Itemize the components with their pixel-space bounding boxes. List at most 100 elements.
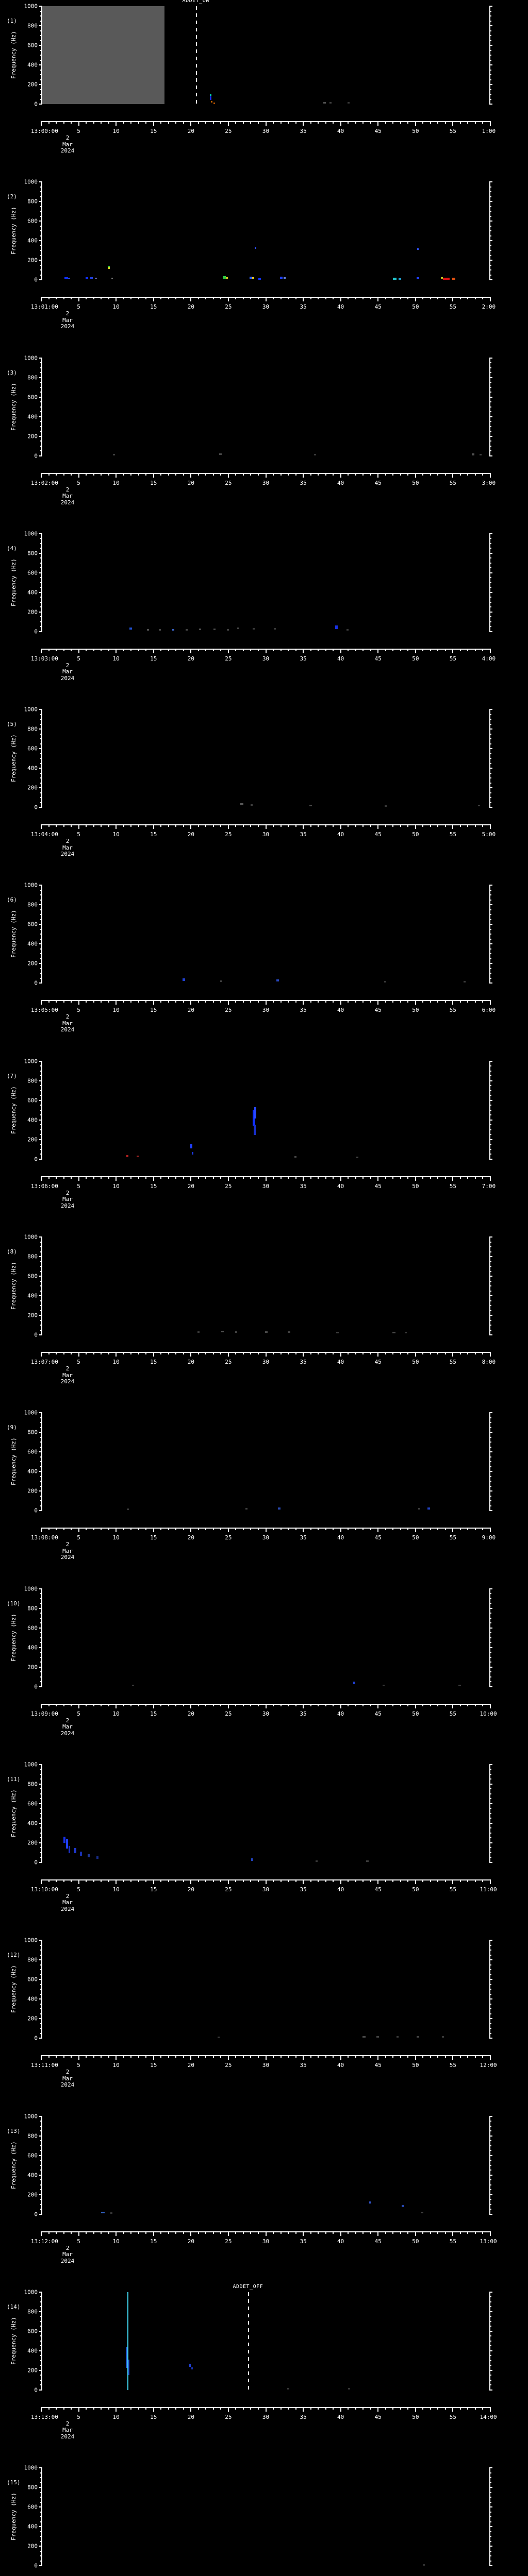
y-tick-right: [489, 2511, 491, 2513]
y-tick: [39, 2546, 42, 2547]
x-tick: [430, 1000, 431, 1003]
no-data-mask: [42, 6, 164, 104]
y-tick: [39, 2155, 42, 2156]
y-tick-right: [489, 934, 491, 935]
y-tick-right: [489, 1471, 492, 1472]
x-tick: [273, 297, 274, 300]
y-axis-title: Frequency (Hz): [10, 31, 17, 79]
x-tick: [422, 1703, 424, 1706]
y-tick-right: [489, 186, 491, 188]
x-tick: [459, 2055, 461, 2058]
y-tick-right: [489, 362, 491, 364]
panel-ordinal-label: (8): [7, 1248, 17, 1256]
x-tick: [422, 2231, 424, 2234]
x-tick: [437, 2231, 439, 2234]
x-tick-label: 15: [150, 1182, 157, 1190]
y-tick-right: [489, 1266, 491, 1267]
x-tick: [288, 1879, 289, 1882]
x-tick: [280, 1879, 282, 1882]
x-tick: [63, 472, 64, 476]
y-tick: [40, 1954, 42, 1956]
y-tick-right: [489, 30, 491, 31]
x-tick: [392, 1879, 394, 1882]
x-tick: [474, 2055, 476, 2058]
y-tick-right: [489, 1940, 492, 1941]
y-tick-right: [489, 2125, 491, 2127]
x-tick: [86, 1528, 87, 1531]
y-tick-right: [489, 1954, 491, 1956]
x-tick: [444, 297, 446, 300]
x-tick-label: 40: [337, 2062, 344, 2069]
x-axis: [41, 2231, 491, 2236]
spectral-speck: [191, 2367, 193, 2370]
y-tick: [39, 1060, 42, 1062]
x-tick: [265, 648, 267, 653]
y-tick-right: [489, 89, 491, 90]
y-tick: [39, 1998, 42, 2000]
y-tick: [40, 1788, 42, 1790]
x-tick: [145, 2055, 147, 2058]
x-tick-label: 10: [112, 1710, 120, 1717]
y-tick: [40, 1485, 42, 1487]
x-tick-label: 15: [150, 303, 157, 311]
y-tick-right: [489, 2160, 491, 2161]
x-tick: [333, 824, 334, 827]
x-tick-label: 35: [300, 303, 307, 311]
y-tick-right: [489, 1607, 492, 1609]
spectral-speck: [422, 2564, 425, 2566]
x-tick: [370, 1352, 371, 1355]
x-tick: [280, 648, 282, 651]
x-tick: [392, 297, 394, 300]
y-tick: [40, 2023, 42, 2024]
y-tick-right: [489, 201, 492, 202]
y-tick-right: [489, 1490, 492, 1492]
y-tick: [40, 1090, 42, 1091]
x-tick: [362, 2055, 364, 2058]
x-tick-label: 45: [374, 1007, 382, 1014]
y-tick: [40, 1773, 42, 1775]
y-tick-right: [489, 2121, 491, 2122]
x-tick: [318, 1352, 319, 1355]
x-tick: [459, 824, 461, 827]
y-axis-title: Frequency (Hz): [10, 1789, 17, 1838]
x-tick-label: 45: [374, 1359, 382, 1366]
x-tick: [71, 1528, 72, 1531]
x-tick: [333, 472, 334, 476]
spectral-speck: [253, 628, 255, 630]
x-tick: [392, 1528, 394, 1531]
y-tick: [40, 411, 42, 413]
x-tick-label: 25: [225, 303, 232, 311]
y-tick: [40, 196, 42, 197]
y-tick: [40, 548, 42, 549]
y-tick: [39, 1315, 42, 1316]
x-tick-label: 13:02:00: [30, 479, 58, 486]
x-tick: [108, 121, 109, 124]
date-stamp-line: 2024: [60, 1554, 75, 1561]
y-tick-right: [489, 885, 492, 886]
y-tick-right: [489, 1124, 491, 1126]
y-tick: [40, 1818, 42, 1819]
spectral-speck: [278, 1507, 280, 1510]
x-tick: [48, 1703, 50, 1706]
x-tick: [280, 121, 282, 124]
x-tick: [474, 648, 476, 651]
y-tick-right: [489, 894, 491, 896]
spectral-speck: [416, 2036, 419, 2038]
x-tick: [400, 2406, 401, 2410]
x-tick-label: 20: [187, 1534, 194, 1541]
x-tick: [235, 2055, 237, 2058]
x-tick: [108, 1879, 109, 1882]
spectral-speck: [251, 804, 253, 806]
x-tick: [257, 297, 259, 300]
x-tick: [235, 1176, 237, 1179]
x-tick: [41, 824, 42, 829]
y-tick-right: [489, 382, 491, 383]
x-tick: [242, 2406, 244, 2410]
x-tick: [377, 1352, 379, 1357]
x-tick: [265, 1176, 267, 1181]
plot-area: 0 200 400 600 800 1000: [24, 1234, 492, 1338]
x-tick-label: 13:05:00: [30, 1007, 58, 1014]
x-tick: [116, 121, 117, 126]
x-tick: [444, 824, 446, 827]
x-tick: [138, 1352, 139, 1355]
